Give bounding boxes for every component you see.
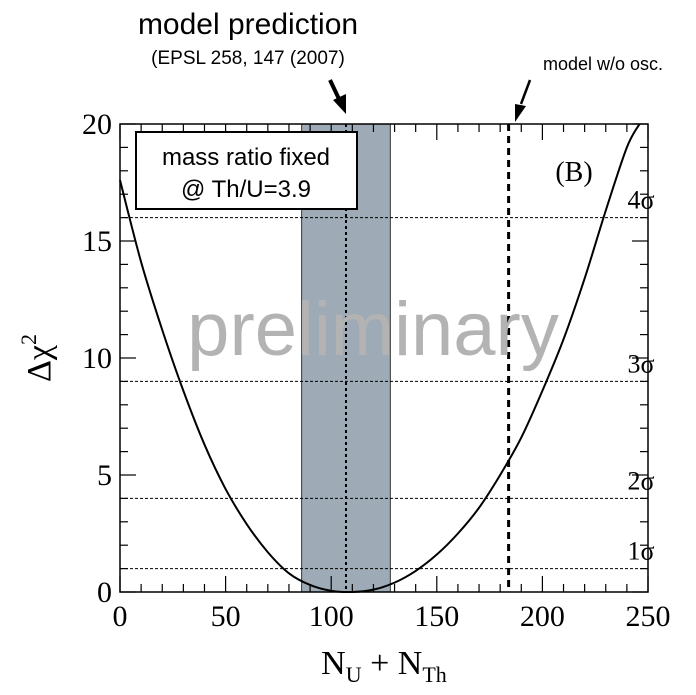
legend-line-1: mass ratio fixed [162, 144, 330, 171]
y-tick-label: 5 [97, 459, 112, 492]
y-tick-label: 15 [82, 225, 112, 258]
y-tick-label: 10 [82, 342, 112, 375]
sigma-lines [120, 217, 648, 570]
no-osc-label: model w/o osc. [543, 54, 663, 74]
sigma-label: 1σ [627, 537, 654, 566]
no-osc-arrow [515, 79, 532, 122]
x-tick-label: 150 [414, 600, 459, 633]
model-prediction-label: model prediction [138, 8, 358, 41]
sigma-label: 4σ [627, 186, 654, 215]
x-axis-label: NU + NTh [321, 645, 447, 687]
x-tick-label: 100 [309, 600, 354, 633]
legend-box [135, 131, 358, 210]
x-tick-label: 200 [520, 600, 565, 633]
y-tick-labels: 0 5 10 15 20 [82, 108, 112, 609]
y-axis-label: Δχ2 [16, 334, 58, 382]
sigma-label: 3σ [627, 349, 654, 378]
x-tick-labels: 0 50 100 150 200 250 [113, 600, 671, 633]
sigma-label: 2σ [627, 466, 654, 495]
watermark-preliminary: preliminary [187, 287, 559, 372]
delta-chi2-curve [119, 123, 641, 594]
x-tick-label: 50 [211, 600, 241, 633]
prediction-arrow [328, 79, 346, 114]
sigma-labels: 1σ 2σ 3σ 4σ [627, 186, 654, 566]
x-tick-label: 0 [113, 600, 128, 633]
y-tick-label: 20 [82, 108, 112, 141]
legend-line-2: @ Th/U=3.9 [181, 176, 311, 203]
y-tick-label: 0 [97, 576, 112, 609]
panel-label: (B) [555, 157, 592, 188]
reference-label: (EPSL 258, 147 (2007) [151, 48, 345, 69]
x-tick-label: 250 [626, 600, 671, 633]
